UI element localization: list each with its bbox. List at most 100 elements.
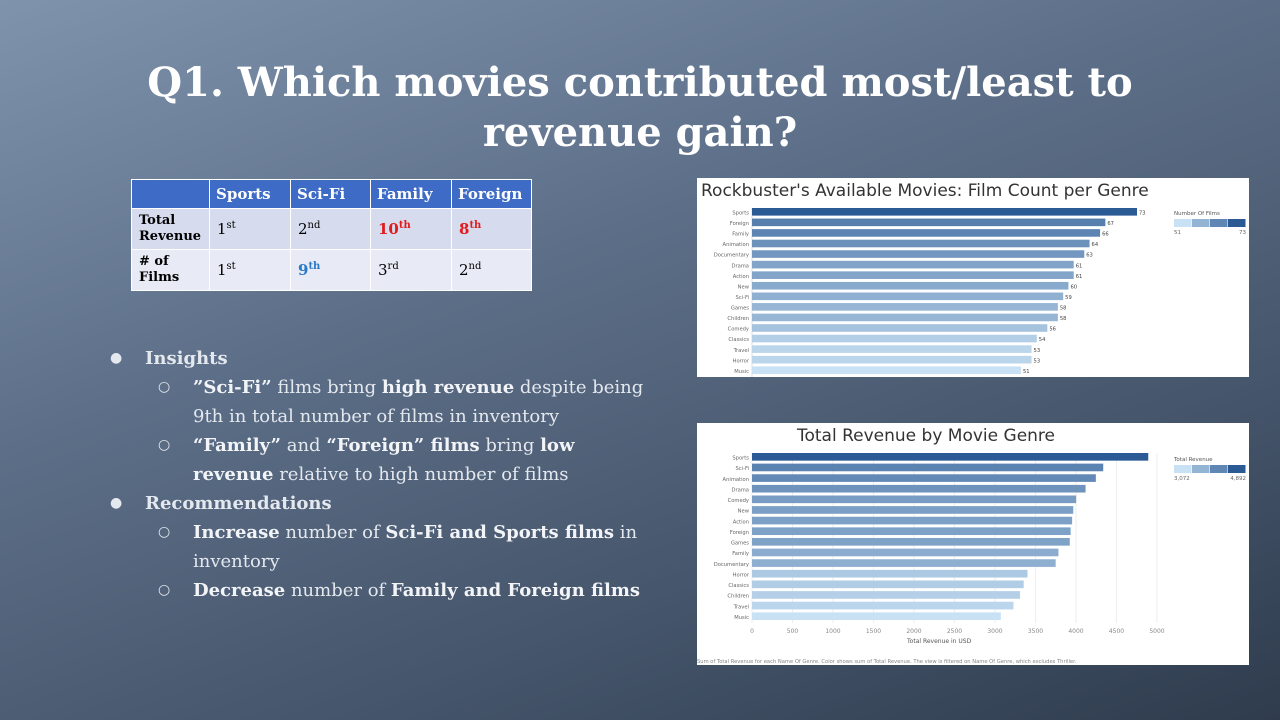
row-label-total-revenue: Total Revenue xyxy=(131,208,210,250)
data-label: 61 xyxy=(1076,263,1083,269)
text: relative to high number of films xyxy=(273,464,569,485)
rank-suffix: nd xyxy=(307,220,321,231)
bullet-circle-icon: ○ xyxy=(158,582,171,598)
table-header-foreign: Foreign xyxy=(451,179,532,209)
text: bring xyxy=(479,435,541,456)
rank-suffix: th xyxy=(398,220,411,231)
category-label: Documentary xyxy=(714,562,749,568)
category-label: Music xyxy=(734,369,749,375)
revenue-chart-panel: Total Revenue by Movie Genre 0 500 1000 150… xyxy=(697,423,1249,665)
data-label: 56 xyxy=(1049,327,1056,333)
legend-max-label: 4,892 xyxy=(1230,476,1246,482)
bar xyxy=(752,463,1104,472)
table-header-sports: Sports xyxy=(209,179,291,209)
bold-text: Sci-Fi and Sports films xyxy=(385,522,615,543)
legend-swatch xyxy=(1192,219,1210,227)
rank-suffix: st xyxy=(226,261,236,272)
text: films bring xyxy=(271,377,382,398)
bar xyxy=(752,495,1077,504)
bar xyxy=(752,208,1137,216)
insights-list: ● Insights ○ ”Sci-Fi” films bring high rev… xyxy=(100,344,660,605)
bullet-insights: ● Insights xyxy=(100,344,660,373)
bold-text: high revenue xyxy=(381,377,515,398)
data-label: 73 xyxy=(1139,210,1146,216)
rank-cell-highlight: 10th xyxy=(370,208,452,250)
category-label: Horror xyxy=(733,358,750,364)
bullet-dot-icon: ● xyxy=(110,495,123,511)
bar xyxy=(752,580,1024,589)
x-tick-label: 4500 xyxy=(1109,628,1124,635)
table-header-blank xyxy=(131,179,210,209)
bar xyxy=(752,559,1056,567)
category-label: Games xyxy=(731,541,749,547)
table-row: # of Films 1st 9th 3rd 2nd xyxy=(131,249,532,291)
bar xyxy=(752,303,1058,311)
category-label: Sci-Fi xyxy=(735,466,749,472)
category-label: Sports xyxy=(732,456,749,462)
bar xyxy=(752,218,1106,227)
category-label: Family xyxy=(732,551,749,557)
table-header-family: Family xyxy=(370,179,452,209)
data-label: 63 xyxy=(1086,253,1093,259)
rank-suffix: nd xyxy=(468,261,482,272)
category-label: Classics xyxy=(728,583,749,589)
sub-bullet-insight-1: ○ ”Sci-Fi” films bring high revenue despi… xyxy=(100,373,660,431)
text: and xyxy=(281,435,327,456)
x-tick-label: 5000 xyxy=(1149,628,1164,635)
x-tick-label: 4000 xyxy=(1068,628,1083,635)
data-label: 58 xyxy=(1060,316,1067,322)
slide-title: Q1. Which movies contributed most/least … xyxy=(147,59,1133,156)
bar xyxy=(752,591,1021,599)
bar xyxy=(752,527,1071,536)
category-label: Sports xyxy=(732,210,749,216)
category-label: Drama xyxy=(731,263,749,269)
film-count-chart: Sports 73 Foreign 67 Family 66 Animation 64 Docu… xyxy=(714,208,1246,377)
rank-cell: 1st xyxy=(209,208,291,250)
category-label: Horror xyxy=(733,572,750,578)
category-label: Action xyxy=(733,274,749,280)
category-label: Travel xyxy=(733,604,749,610)
data-label: 67 xyxy=(1107,221,1114,227)
bold-text: “Foreign” films xyxy=(326,435,480,456)
data-label: 59 xyxy=(1065,295,1072,301)
bar xyxy=(752,474,1096,482)
bold-text: “Family” xyxy=(193,435,282,456)
category-label: Comedy xyxy=(728,498,749,504)
category-label: New xyxy=(738,284,750,290)
rank-suffix: th xyxy=(469,220,482,231)
text: number of xyxy=(285,580,391,601)
category-label: Children xyxy=(727,316,749,322)
bar xyxy=(752,516,1073,525)
x-tick-label: 1500 xyxy=(866,628,881,635)
bar xyxy=(752,281,1069,290)
sub-bullet-rec-1: ○ Increase number of Sci-Fi and Sports fi… xyxy=(100,518,660,576)
category-label: Animation xyxy=(723,242,749,248)
category-label: Travel xyxy=(733,348,749,354)
rank-cell: 1st xyxy=(209,249,291,291)
legend-title: Number Of Films xyxy=(1174,211,1220,217)
category-label: Sci-Fi xyxy=(735,295,749,301)
bar xyxy=(752,569,1028,578)
legend-swatch xyxy=(1174,219,1192,227)
bold-text: Increase xyxy=(193,522,280,543)
bold-text: Decrease xyxy=(193,580,286,601)
row-label-num-films: # of Films xyxy=(131,249,210,291)
bar xyxy=(752,484,1086,493)
table-row: Total Revenue 1st 2nd 10th 8th xyxy=(131,208,532,250)
bar xyxy=(752,601,1014,610)
legend-min-label: 51 xyxy=(1174,230,1181,236)
recommendations-heading: Recommendations xyxy=(145,493,332,514)
category-label: Family xyxy=(732,232,749,238)
bullet-circle-icon: ○ xyxy=(158,437,171,453)
bar xyxy=(752,612,1001,621)
x-tick-label: 1000 xyxy=(825,628,840,635)
bar xyxy=(752,250,1085,258)
bullet-dot-icon: ● xyxy=(110,350,123,366)
legend-swatch xyxy=(1228,465,1246,473)
sub-bullet-rec-2: ○ Decrease number of Family and Foreign f… xyxy=(100,576,660,605)
legend-max-label: 73 xyxy=(1239,230,1246,236)
x-tick-label: 2500 xyxy=(947,628,962,635)
category-label: Foreign xyxy=(730,530,749,536)
category-label: Music xyxy=(734,615,749,621)
table-header-scifi: Sci-Fi xyxy=(290,179,371,209)
